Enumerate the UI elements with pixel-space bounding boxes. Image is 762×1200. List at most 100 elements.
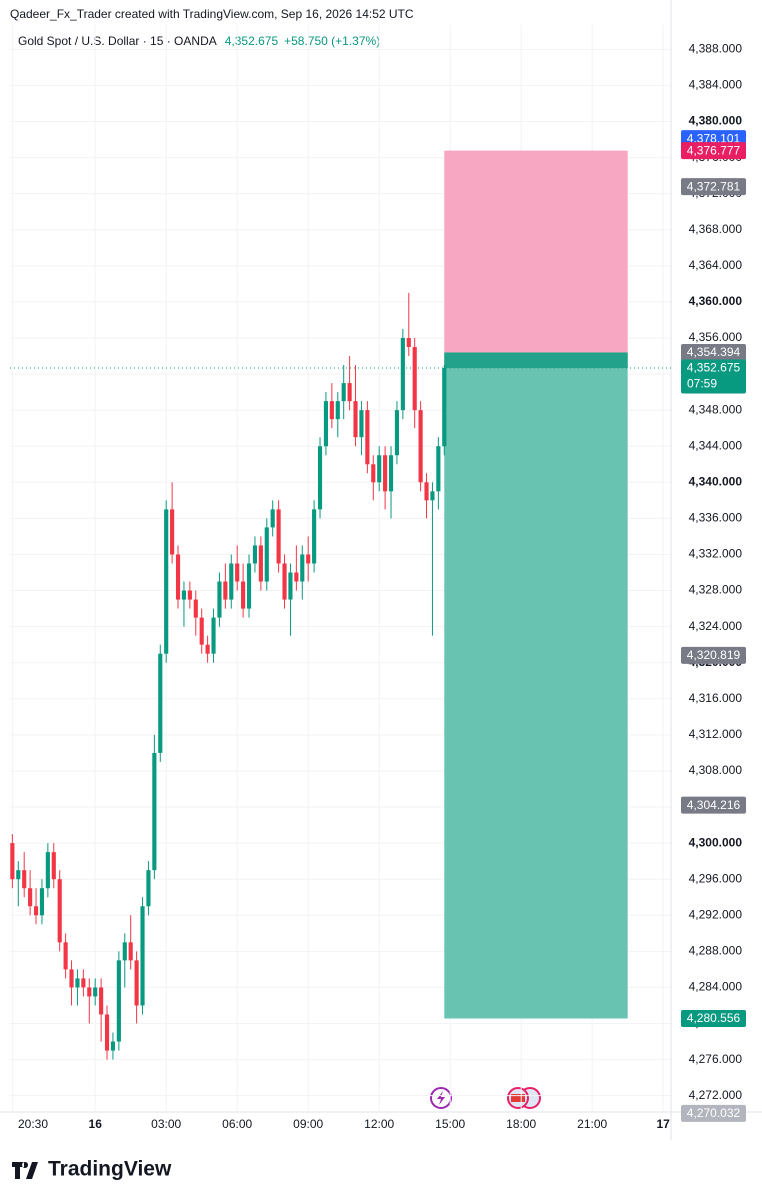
- y-tick-label: 4,336.000: [689, 511, 743, 525]
- candle-body: [170, 509, 175, 555]
- candle-body: [175, 554, 181, 600]
- candle-body: [312, 509, 317, 564]
- candle-body: [388, 455, 394, 492]
- event-icon: [437, 1091, 445, 1105]
- candle-body: [377, 455, 382, 483]
- candle-body: [81, 978, 86, 988]
- candle-body: [264, 527, 269, 582]
- price-tag-label: 4,320.819: [687, 648, 741, 662]
- candle-body: [10, 843, 15, 880]
- candle-body: [353, 401, 358, 438]
- price-tag: [681, 178, 746, 196]
- candle-body: [158, 653, 163, 753]
- current-price-label: 4,352.675: [687, 361, 741, 375]
- candle-body: [99, 987, 104, 1015]
- candle-body: [347, 383, 352, 402]
- y-tick-label: 4,368.000: [689, 222, 743, 236]
- logo: TradingView: [12, 1158, 172, 1181]
- x-axis: 20:30 16 03:00 06:00 09:00 12:00 15:00 18:00 21:…: [18, 1117, 670, 1131]
- event-icon: [511, 1094, 525, 1102]
- x-tick-label: 06:00: [222, 1117, 252, 1131]
- price-tag: [681, 796, 746, 814]
- candle-body: [400, 337, 405, 411]
- y-tick-label: 4,324.000: [689, 619, 743, 633]
- candle-body: [110, 1041, 116, 1051]
- candle-body: [329, 401, 334, 420]
- candle-body: [128, 942, 133, 961]
- candle-body: [193, 599, 198, 618]
- y-tick-label: 4,316.000: [689, 691, 743, 705]
- candle-body: [217, 581, 222, 618]
- candle-body: [75, 978, 80, 988]
- price-tag-label: 4,354.394: [687, 345, 741, 359]
- candle-body: [93, 987, 98, 997]
- current-price-tag: [681, 359, 746, 394]
- chart-title: Gold Spot / U.S. Dollar · 15 · OANDA: [18, 34, 217, 48]
- candle-body: [187, 590, 192, 600]
- y-tick-label: 4,308.000: [689, 763, 743, 777]
- candle-body: [436, 446, 441, 492]
- price-tag-label: 4,280.556: [687, 1011, 741, 1025]
- y-axis: 4,388.0004,384.0004,380.0004,376.0004,37…: [689, 42, 743, 1102]
- candle-body: [33, 906, 39, 916]
- profit-zone: [444, 352, 628, 368]
- candle-body: [63, 942, 68, 970]
- candle-body: [394, 410, 400, 456]
- candle-body: [211, 617, 216, 654]
- y-tick-label: 4,340.000: [689, 474, 743, 488]
- position-tool: [444, 150, 628, 1019]
- y-tick-label: 4,288.000: [689, 944, 743, 958]
- candle-body: [276, 509, 281, 564]
- candle-body: [288, 572, 293, 600]
- candle-body: [412, 347, 417, 411]
- y-tick-label: 4,344.000: [689, 438, 743, 452]
- candle-body: [57, 879, 62, 943]
- candle-body: [28, 888, 33, 907]
- candle-body: [418, 410, 423, 483]
- candle-body: [16, 870, 21, 880]
- candle-body: [146, 870, 151, 907]
- candle-body: [359, 410, 364, 438]
- y-tick-label: 4,276.000: [689, 1052, 743, 1066]
- candle-body: [223, 581, 228, 600]
- candle-body: [335, 401, 340, 420]
- candle-body: [323, 401, 329, 447]
- candle-body: [258, 545, 263, 582]
- candle-body: [424, 482, 429, 501]
- price-tag: [681, 1104, 746, 1122]
- candle-body: [39, 888, 45, 916]
- candle-body: [199, 617, 204, 645]
- price-tag: [681, 1009, 746, 1027]
- y-tick-label: 4,356.000: [689, 330, 743, 344]
- x-tick-label: 18:00: [506, 1117, 536, 1131]
- y-tick-label: 4,312.000: [689, 727, 743, 741]
- candle-body: [430, 491, 435, 501]
- x-tick-label: 21:00: [577, 1117, 607, 1131]
- y-tick-label: 4,384.000: [689, 78, 743, 92]
- event-icons: [430, 1087, 541, 1109]
- candle-body: [252, 545, 258, 564]
- y-tick-label: 4,292.000: [689, 907, 743, 921]
- x-tick-label: 12:00: [364, 1117, 394, 1131]
- candle-body: [442, 367, 447, 447]
- candle-body: [122, 942, 127, 961]
- y-tick-label: 4,360.000: [689, 294, 743, 308]
- y-tick-label: 4,328.000: [689, 583, 743, 597]
- candle-body: [104, 1014, 110, 1051]
- candle-body: [270, 509, 275, 528]
- price-tag-label: 4,372.781: [687, 179, 741, 193]
- candle-body: [300, 554, 305, 582]
- x-tick-label: 15:00: [435, 1117, 465, 1131]
- y-tick-label: 4,272.000: [689, 1088, 743, 1102]
- attribution: Qadeer_Fx_Trader created with TradingVie…: [10, 7, 414, 21]
- countdown: 07:59: [687, 377, 717, 391]
- y-tick-label: 4,364.000: [689, 258, 743, 272]
- y-tick-label: 4,332.000: [689, 547, 743, 561]
- price-tag-label: 4,378.101: [687, 131, 741, 145]
- logo-mark: [12, 1162, 38, 1179]
- x-tick-label: 09:00: [293, 1117, 323, 1131]
- y-tick-label: 4,296.000: [689, 871, 743, 885]
